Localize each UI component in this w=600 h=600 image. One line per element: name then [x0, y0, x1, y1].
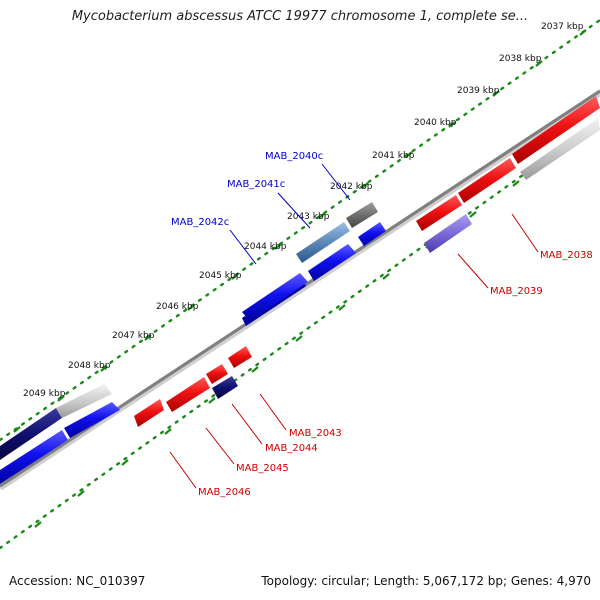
leader-mab-2038 [511, 213, 539, 253]
gene-arrow-mab-2043[interactable] [228, 346, 252, 368]
ruler-label-2048: 2048 kbp [68, 361, 111, 371]
gene-arrow-blue-left-b[interactable] [64, 402, 120, 438]
leader-mab-2046 [169, 451, 197, 489]
gene-arrow-red-upper-mid[interactable] [458, 158, 516, 203]
ruler-dotted-track-upper [0, 18, 600, 442]
ruler-label-2046: 2046 kbp [156, 302, 199, 312]
accession-text: Accession: NC_010397 [9, 574, 146, 588]
label-mab-2044[interactable]: MAB_2044 [265, 443, 318, 454]
ruler-major-ticks-upper [13, 29, 587, 433]
ruler-dotted-track-lower [0, 118, 600, 550]
leader-mab-2043 [259, 393, 287, 431]
gene-arrow-mab-2041c[interactable] [308, 244, 356, 281]
leader-mab-2044 [231, 403, 263, 445]
backbone-shadow [0, 90, 600, 491]
ruler-label-2045: 2045 kbp [199, 271, 242, 281]
gene-arrow-light-gray-left[interactable] [56, 384, 112, 418]
gene-arrow-red-2038[interactable] [416, 195, 462, 231]
ruler-label-2047: 2047 kbp [112, 331, 155, 341]
map-title: Mycobacterium abscessus ATCC 19977 chrom… [71, 9, 529, 24]
label-leader-lines [169, 163, 539, 489]
ruler-label-2040: 2040 kbp [414, 118, 457, 128]
topology-summary: Topology: circular; Length: 5,067,172 bp… [261, 574, 591, 588]
gene-arrow-gray[interactable] [346, 202, 378, 228]
leader-mab-2042c [229, 229, 257, 265]
label-mab-2041c[interactable]: MAB_2041c [227, 179, 285, 190]
gene-arrow-mab-2042c[interactable] [242, 273, 308, 321]
leader-mab-2045 [205, 427, 235, 465]
gene-arrow-navy-2044[interactable] [212, 376, 238, 399]
ruler-label-2038: 2038 kbp [499, 54, 542, 64]
gene-arrow-mab-2046[interactable] [134, 399, 164, 427]
label-mab-2038[interactable]: MAB_2038 [540, 250, 593, 261]
label-mab-2043[interactable]: MAB_2043 [289, 428, 342, 439]
leader-mab-2041c [277, 192, 311, 229]
gene-arrow-mab-2044[interactable] [206, 364, 228, 384]
forward-strand-track [0, 96, 600, 484]
ruler-label-2039: 2039 kbp [457, 86, 500, 96]
gene-arrow-mab-2045[interactable] [166, 377, 210, 412]
label-mab-2042c[interactable]: MAB_2042c [171, 217, 229, 228]
gene-arrow-steel[interactable] [296, 222, 350, 263]
gene-arrow-mab-2040c[interactable] [358, 222, 386, 246]
gene-arrow-red-upper-right[interactable] [512, 96, 600, 164]
ruler-label-2042: 2042 kbp [330, 182, 373, 192]
leader-mab-2040c [321, 163, 351, 201]
gene-labels: MAB_2040c MAB_2041c MAB_2042c MAB_2038 M… [171, 151, 593, 498]
label-mab-2045[interactable]: MAB_2045 [236, 463, 289, 474]
gene-arrow-light-gray-upper[interactable] [520, 118, 600, 180]
label-mab-2040c[interactable]: MAB_2040c [265, 151, 323, 162]
ruler-label-2043: 2043 kbp [287, 212, 330, 222]
ruler-label-2041: 2041 kbp [372, 151, 415, 161]
leader-mab-2039 [457, 253, 489, 289]
ruler-label-2049: 2049 kbp [23, 389, 66, 399]
ruler-label-2037: 2037 kbp [541, 22, 584, 32]
ruler-tick-labels: 2037 kbp 2038 kbp 2039 kbp 2040 kbp 2041… [23, 22, 584, 399]
reverse-strand-track [134, 346, 252, 427]
ruler-label-2044: 2044 kbp [244, 242, 287, 252]
label-mab-2039[interactable]: MAB_2039 [490, 286, 543, 297]
gene-arrow-navy-left[interactable] [0, 408, 62, 460]
gene-arrow-blue-left-a[interactable] [0, 430, 68, 484]
label-mab-2046[interactable]: MAB_2046 [198, 487, 251, 498]
gene-arrow-mab-2039[interactable] [424, 214, 472, 253]
